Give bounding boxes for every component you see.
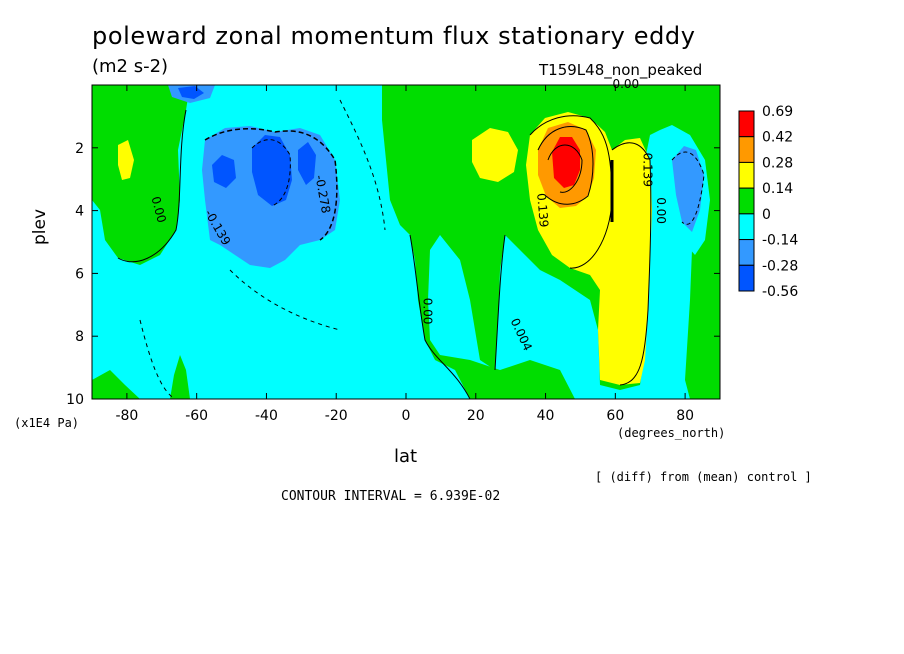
chart-title: poleward zonal momentum flux stationary … bbox=[92, 22, 696, 50]
band-green-southpole bbox=[92, 85, 190, 265]
x-tick-label: 60 bbox=[606, 408, 624, 424]
legend-swatch bbox=[738, 213, 755, 241]
x-axis-ticks: -80 -60 -40 -20 0 20 40 60 80 bbox=[115, 85, 694, 424]
x-axis-label: lat bbox=[394, 446, 418, 467]
y-tick-label: 8 bbox=[75, 329, 84, 345]
legend-swatch bbox=[738, 136, 755, 163]
y-tick-label: 4 bbox=[75, 204, 84, 220]
legend-label: 0.28 bbox=[762, 155, 793, 171]
contour-label: 0.139 bbox=[534, 193, 551, 228]
band-green-south-bottom bbox=[170, 355, 190, 399]
x-tick-label: 40 bbox=[537, 408, 555, 424]
y-tick-label: 10 bbox=[66, 392, 84, 408]
band-red bbox=[552, 137, 580, 188]
legend-label: -0.14 bbox=[762, 233, 798, 249]
contour-label: 0.00 bbox=[654, 197, 668, 224]
run-label: T159L48_non_peaked bbox=[539, 61, 703, 79]
x-tick-label: 80 bbox=[676, 408, 694, 424]
contour-label: 0.00 bbox=[420, 298, 434, 325]
y-axis-ticks: 2 4 6 8 10 bbox=[66, 141, 720, 408]
legend-swatch bbox=[738, 110, 755, 138]
legend-label: 0.69 bbox=[762, 104, 793, 120]
band-green-south-strip bbox=[92, 370, 140, 399]
legend-swatch bbox=[738, 264, 755, 292]
x-tick-label: 0 bbox=[402, 408, 411, 424]
x-tick-label: -60 bbox=[185, 408, 208, 424]
legend-label: -0.56 bbox=[762, 284, 798, 300]
band-deep-south-a bbox=[212, 155, 236, 188]
y-axis-unit: (x1E4 Pa) bbox=[14, 416, 80, 430]
x-tick-label: 20 bbox=[467, 408, 485, 424]
contour-label: 0.00 bbox=[612, 77, 639, 91]
contour-interval: CONTOUR INTERVAL = 6.939E-02 bbox=[281, 489, 501, 504]
filled-contours bbox=[92, 85, 720, 399]
contour-label: -0.278 bbox=[312, 174, 333, 215]
band-yellow-20n bbox=[472, 128, 518, 182]
x-axis-unit: (degrees_north) bbox=[617, 426, 726, 440]
band-blue-arctic bbox=[672, 146, 704, 232]
contour-label: 0.139 bbox=[640, 153, 654, 187]
y-tick-label: 2 bbox=[75, 141, 84, 157]
x-tick-label: -20 bbox=[325, 408, 348, 424]
band-yellow-south bbox=[118, 140, 134, 180]
legend-swatch bbox=[738, 239, 755, 266]
legend-swatch bbox=[738, 161, 755, 189]
band-deep-top bbox=[178, 86, 204, 99]
band-deep-south-c bbox=[298, 142, 316, 185]
x-tick-label: -80 bbox=[115, 408, 138, 424]
legend-label: -0.28 bbox=[762, 258, 798, 274]
band-deep-south-b bbox=[252, 135, 292, 206]
x-tick-label: -40 bbox=[255, 408, 278, 424]
contour-lines bbox=[117, 99, 705, 399]
difference-note: [ (diff) from (mean) control ] bbox=[595, 470, 812, 484]
chart-units: (m2 s-2) bbox=[92, 56, 169, 77]
legend-label: 0.42 bbox=[762, 130, 793, 146]
legend-colorbar: 0.69 0.42 0.28 0.14 0 -0.14 -0.28 -0.56 bbox=[738, 104, 798, 300]
y-tick-label: 6 bbox=[75, 266, 84, 282]
legend-label: 0 bbox=[762, 207, 771, 223]
legend-label: 0.14 bbox=[762, 181, 793, 197]
legend-swatch bbox=[738, 187, 755, 215]
contour-label: 0.00 bbox=[148, 195, 168, 224]
